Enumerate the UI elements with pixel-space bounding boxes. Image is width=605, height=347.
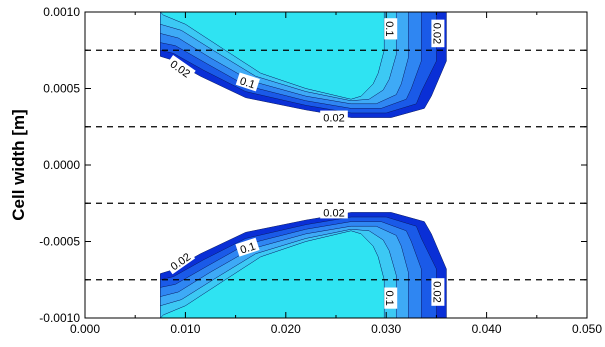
contour-label-bg bbox=[431, 278, 445, 306]
contour-label-text: 0.1 bbox=[383, 21, 395, 36]
x-tick-label: 0.040 bbox=[472, 322, 502, 336]
tick-labels: 0.000 0.010 0.020 0.030 0.040 0.050 0.0010 0.00… bbox=[39, 5, 602, 336]
contour-label-text: 0.1 bbox=[383, 290, 395, 305]
contour-labels: 0.020.10.020.1 0.020.020.10.020.1 0.02 bbox=[165, 18, 445, 309]
x-tick-label: 0.020 bbox=[271, 322, 301, 336]
x-tick-label: 0.030 bbox=[371, 322, 401, 336]
axis-ticks bbox=[84, 11, 588, 319]
x-tick-label: 0.050 bbox=[572, 322, 602, 336]
contour-label-bg bbox=[384, 287, 398, 309]
contour-label-bg bbox=[235, 72, 260, 92]
contour-label-text: 0.02 bbox=[430, 281, 442, 302]
contour-label-9: 0.02 bbox=[430, 278, 445, 306]
contour-label-text: 0.1 bbox=[239, 241, 257, 257]
x-tick-label: 0.010 bbox=[170, 322, 200, 336]
y-tick-label: -0.0010 bbox=[39, 311, 80, 325]
contour-label-text: 0.02 bbox=[430, 23, 442, 44]
contour-label-7: 0.02 bbox=[320, 205, 348, 219]
y-tick-label: -0.0005 bbox=[39, 235, 80, 249]
contour-label-text: 0.02 bbox=[323, 113, 344, 125]
contour-label-8: 0.1 bbox=[383, 287, 398, 309]
contour-label-6: 0.1 bbox=[235, 237, 260, 257]
y-tick-label: 0.0005 bbox=[43, 82, 80, 96]
contour-label-3: 0.1 bbox=[383, 18, 398, 40]
contour-label-text: 0.1 bbox=[238, 75, 256, 91]
contour-label-bg bbox=[235, 237, 260, 257]
contour-label-bg bbox=[320, 205, 348, 219]
y-tick-label: 0.0010 bbox=[43, 5, 80, 19]
y-tick-label: 0.0000 bbox=[43, 158, 80, 172]
contour-fills bbox=[159, 12, 447, 318]
contour-label-bg bbox=[384, 18, 398, 40]
y-axis-title: Cell width [m] bbox=[9, 109, 28, 220]
contour-label-bg bbox=[320, 110, 348, 124]
contour-label-text: 0.02 bbox=[323, 207, 344, 219]
contour-label-bg bbox=[431, 19, 445, 48]
x-tick-label: 0.000 bbox=[70, 322, 100, 336]
contour-label-4: 0.02 bbox=[430, 19, 445, 48]
contour-label-1: 0.1 bbox=[235, 72, 260, 92]
contour-label-bg bbox=[165, 247, 196, 275]
dashed-reference-lines bbox=[85, 49, 587, 281]
contour-label-2: 0.02 bbox=[320, 110, 348, 125]
contour-label-bg bbox=[165, 54, 196, 82]
